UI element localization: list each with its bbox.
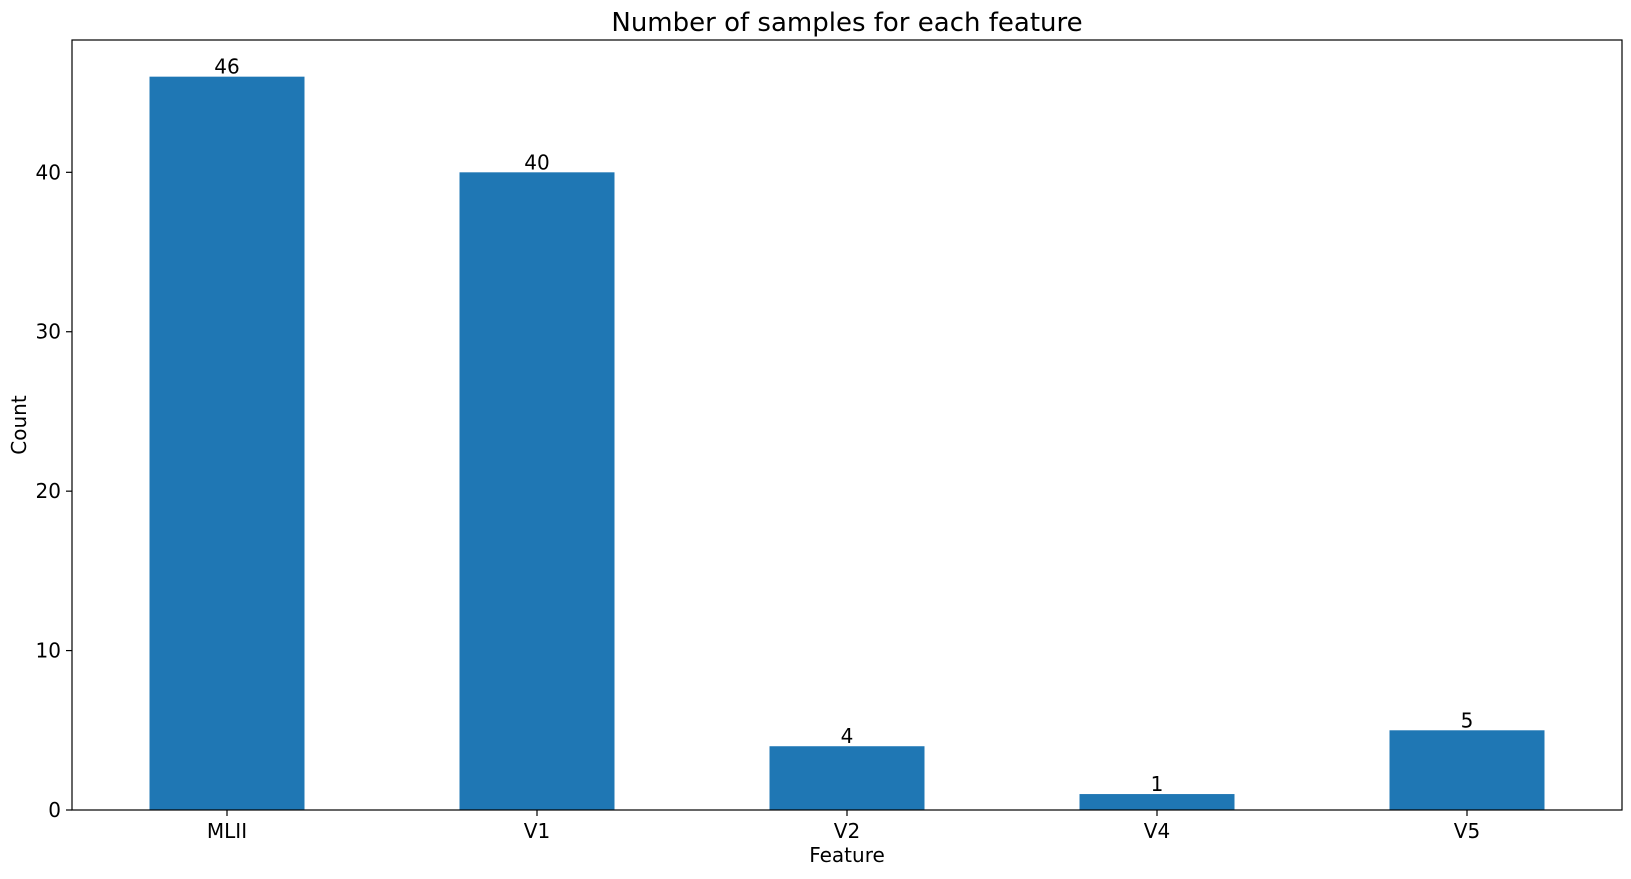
y-tick-label: 40 (36, 160, 61, 184)
x-tick-label-v2: V2 (834, 819, 860, 843)
x-tick-label-mlii: MLII (207, 819, 247, 843)
x-tick-label-v1: V1 (524, 819, 550, 843)
data-labels-layer: 46 40 4 1 5 (214, 55, 1473, 796)
x-axis-label: Feature (809, 843, 885, 867)
x-tick-label-v5: V5 (1454, 819, 1480, 843)
data-label-v5: 5 (1461, 708, 1474, 732)
y-tick-label: 10 (36, 639, 61, 663)
y-tick-label: 0 (48, 798, 61, 822)
bar-v2 (769, 746, 925, 810)
plot-frame (71, 39, 1623, 811)
bar-mlii (149, 76, 305, 810)
ticks-layer: MLII V1 V2 V4 V5 0 10 20 30 40 (36, 160, 1481, 843)
y-tick-label: 20 (36, 479, 61, 503)
data-label-v1: 40 (524, 150, 549, 174)
chart-title: Number of samples for each feature (611, 8, 1082, 38)
y-axis-label: Count (7, 395, 31, 455)
x-tick-label-v4: V4 (1144, 819, 1170, 843)
bars-layer (149, 76, 1545, 810)
data-label-v4: 1 (1151, 772, 1164, 796)
data-label-v2: 4 (841, 724, 854, 748)
bar-v1 (459, 172, 615, 810)
y-tick-label: 30 (36, 320, 61, 344)
bar-v5 (1389, 730, 1545, 810)
data-label-mlii: 46 (214, 55, 239, 79)
bar-v4 (1079, 794, 1235, 810)
